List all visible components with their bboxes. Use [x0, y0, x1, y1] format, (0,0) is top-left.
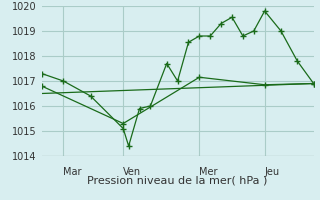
Text: Jeu: Jeu	[265, 167, 280, 177]
Text: Mar: Mar	[63, 167, 82, 177]
X-axis label: Pression niveau de la mer( hPa ): Pression niveau de la mer( hPa )	[87, 175, 268, 185]
Text: Mer: Mer	[199, 167, 218, 177]
Text: Ven: Ven	[123, 167, 141, 177]
